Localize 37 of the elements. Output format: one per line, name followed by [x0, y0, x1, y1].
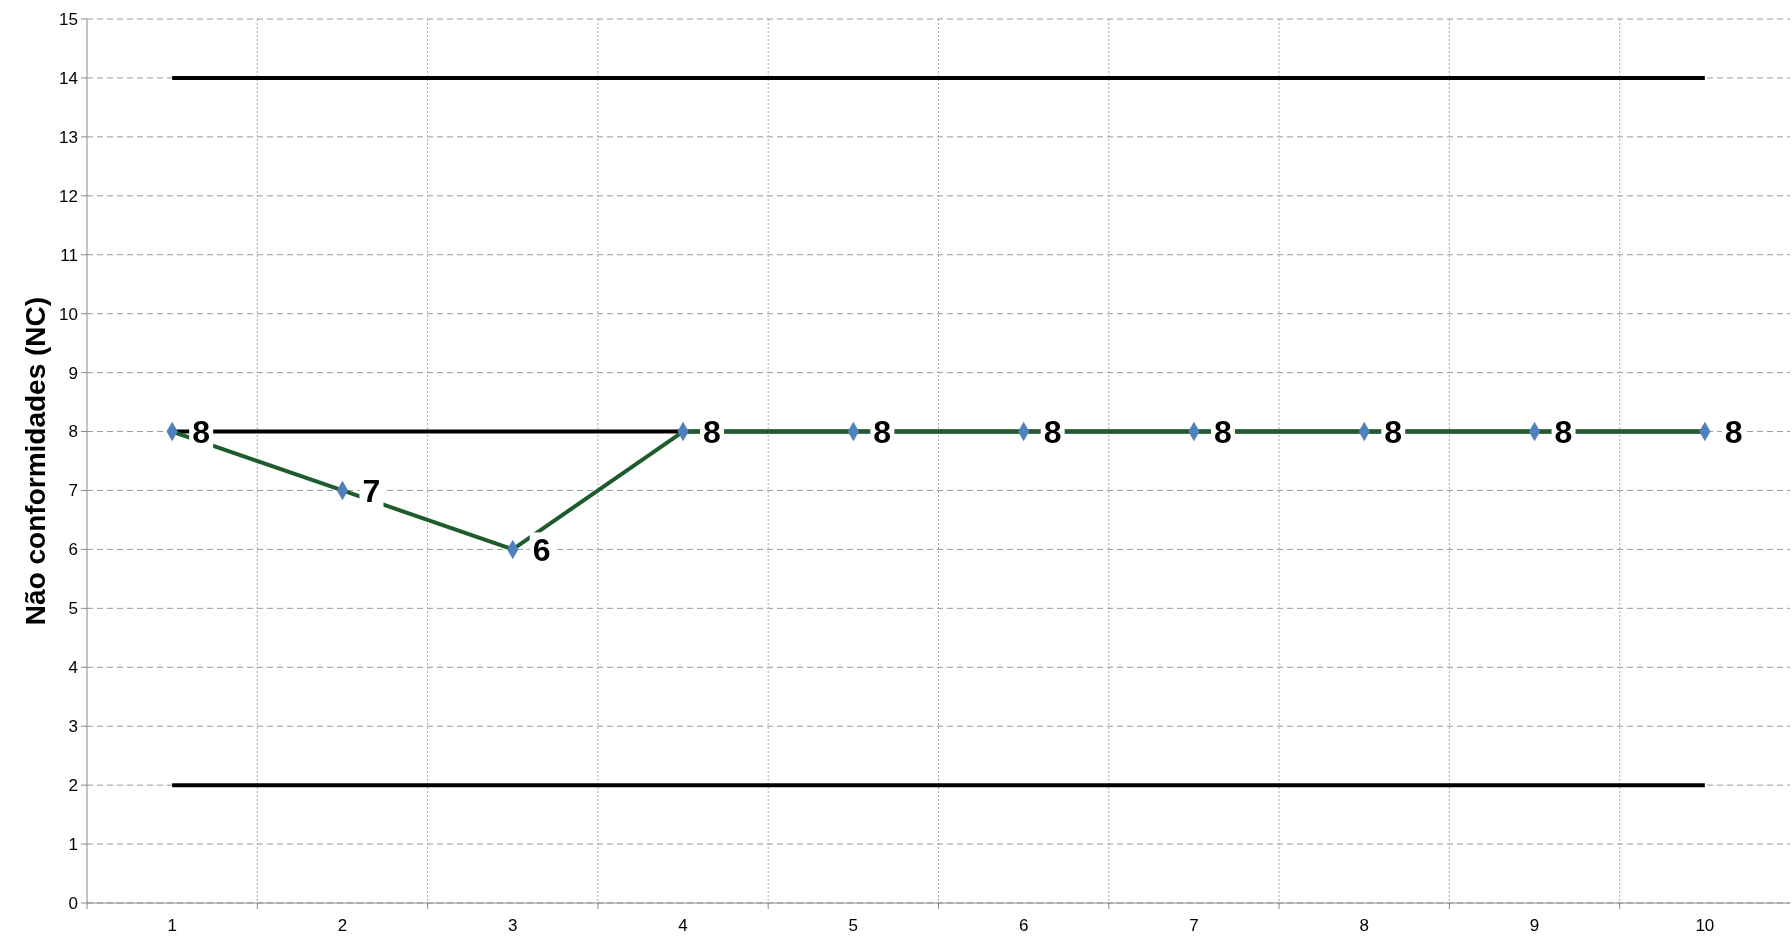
data-label: 8: [1724, 413, 1743, 450]
data-label: 8: [1213, 413, 1232, 450]
x-tick-label: 7: [1189, 916, 1199, 935]
x-tick-label: 3: [508, 916, 518, 935]
y-tick-label: 2: [68, 776, 78, 796]
x-tick-label: 4: [678, 916, 688, 935]
y-axis-title: Não conformidades (NC): [20, 296, 51, 626]
data-label: 6: [532, 531, 551, 568]
x-tick-label: 8: [1359, 916, 1369, 935]
x-tick-label: 10: [1695, 916, 1715, 935]
y-tick-label: 15: [59, 9, 78, 29]
y-tick-label: 9: [68, 363, 78, 383]
x-tick-label: 6: [1018, 916, 1029, 935]
y-tick-label: 12: [59, 186, 78, 206]
x-tick-label: 9: [1529, 916, 1540, 935]
y-tick-label: 4: [68, 658, 78, 678]
data-label: 8: [192, 413, 210, 450]
y-tick-label: 6: [68, 540, 78, 560]
y-tick-label: 5: [68, 599, 78, 619]
data-label: 8: [1043, 413, 1062, 450]
data-label: 8: [1554, 413, 1573, 450]
data-label: 7: [362, 472, 381, 509]
x-tick-label: 2: [337, 916, 348, 935]
data-label: 8: [873, 413, 892, 450]
y-tick-label: 14: [59, 68, 78, 88]
y-tick-label: 10: [59, 304, 78, 324]
y-tick-label: 11: [60, 245, 78, 265]
y-tick-label: 8: [68, 422, 78, 442]
y-tick-label: 7: [68, 481, 78, 501]
x-tick-label: 1: [167, 916, 177, 935]
data-label: 8: [703, 413, 721, 450]
y-tick-label: 0: [68, 893, 78, 913]
y-tick-label: 13: [59, 127, 78, 147]
data-label: 8: [1384, 413, 1403, 450]
y-tick-label: 3: [68, 717, 78, 737]
y-tick-label: 1: [68, 835, 78, 855]
x-tick-label: 5: [848, 916, 859, 935]
